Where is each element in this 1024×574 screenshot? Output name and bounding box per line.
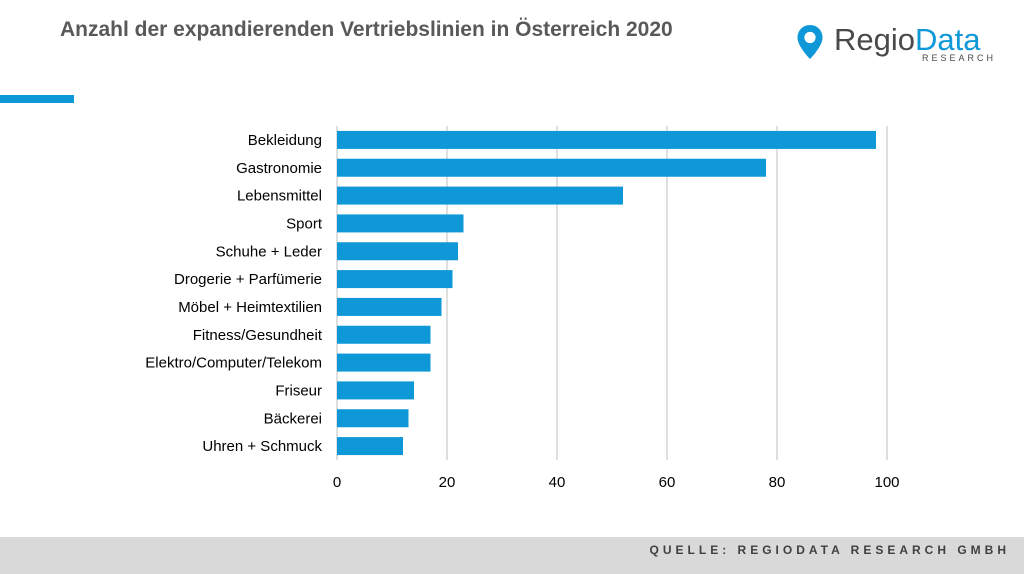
category-label-8: Elektro/Computer/Telekom [145,355,322,372]
category-label-1: Gastronomie [236,160,322,177]
logo-name: RegioData [834,20,980,60]
bar-2 [337,186,623,205]
bar-0 [337,130,876,149]
regiodata-logo: RegioData RESEARCH [796,20,1006,70]
bar-3 [337,214,464,233]
x-tick-label-3: 60 [659,474,676,491]
x-tick-label-4: 80 [769,474,786,491]
x-tick-label-1: 20 [439,474,456,491]
footer-bar: QUELLE: REGIODATA RESEARCH GMBH [0,537,1024,574]
bar-10 [337,409,409,428]
x-tick-label-0: 0 [333,474,341,491]
bar-5 [337,270,453,289]
source-note: QUELLE: REGIODATA RESEARCH GMBH [649,543,1010,557]
category-label-5: Drogerie + Parfümerie [174,271,322,288]
bar-8 [337,353,431,372]
x-tick-label-5: 100 [874,474,899,491]
location-pin-icon [797,25,823,59]
accent-bar [0,95,74,103]
category-label-10: Bäckerei [264,410,322,427]
category-label-11: Uhren + Schmuck [202,438,322,455]
bar-6 [337,297,442,316]
category-label-9: Friseur [275,382,322,399]
bar-11 [337,437,403,456]
category-label-2: Lebensmittel [237,188,322,205]
x-tick-label-2: 40 [549,474,566,491]
logo-name-data: Data [915,22,981,57]
category-label-3: Sport [286,215,323,232]
bar-4 [337,242,458,261]
bar-chart: Bekleidung Gastronomie Lebensmittel Sport Sc… [145,126,900,491]
logo-tagline: RESEARCH [921,53,996,63]
category-label-4: Schuhe + Leder [216,243,322,260]
bar-9 [337,381,414,400]
logo-name-regio: Regio [834,22,915,57]
page-title: Anzahl der expandierenden Vertriebslinie… [60,18,673,41]
category-label-6: Möbel + Heimtextilien [178,299,322,316]
bar-7 [337,325,431,344]
category-label-7: Fitness/Gesundheit [193,327,323,344]
category-label-0: Bekleidung [248,132,322,149]
bar-1 [337,158,766,177]
